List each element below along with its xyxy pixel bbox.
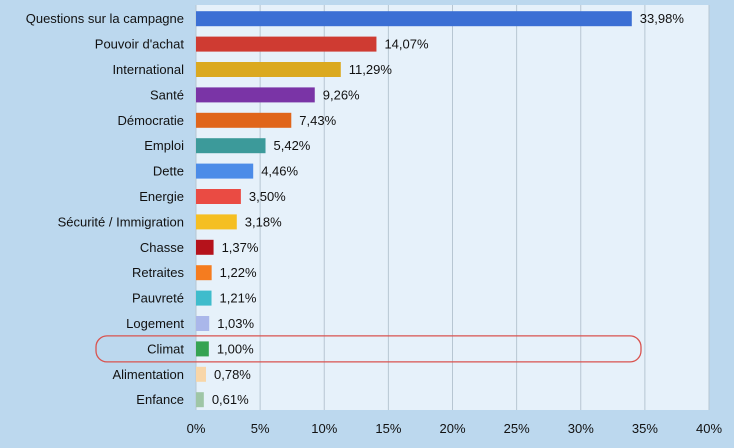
x-tick-label: 40% <box>696 421 722 436</box>
bar <box>196 87 315 103</box>
category-label: Climat <box>147 341 184 356</box>
bar <box>196 36 377 52</box>
value-label: 3,18% <box>245 214 282 229</box>
x-tick-label: 20% <box>439 421 465 436</box>
category-label: Pauvreté <box>132 291 184 306</box>
value-label: 9,26% <box>323 87 360 102</box>
value-label: 1,03% <box>217 316 254 331</box>
category-label: Chasse <box>140 240 184 255</box>
bars <box>196 11 632 408</box>
bar <box>196 341 209 357</box>
bar <box>196 214 237 230</box>
bar <box>196 366 207 382</box>
bar <box>196 392 204 408</box>
value-label: 4,46% <box>261 164 298 179</box>
category-label: Logement <box>126 316 184 331</box>
x-tick-label: 35% <box>632 421 658 436</box>
value-label: 1,22% <box>220 265 257 280</box>
x-tick-label: 30% <box>568 421 594 436</box>
category-label: Démocratie <box>118 113 184 128</box>
highlight-annotation <box>95 335 642 363</box>
bar <box>196 163 254 179</box>
value-label: 11,29% <box>349 62 393 77</box>
value-label: 14,07% <box>384 37 429 52</box>
bar <box>196 265 212 281</box>
bar <box>196 112 292 128</box>
x-tick-label: 25% <box>504 421 530 436</box>
value-label: 7,43% <box>299 113 336 128</box>
bar <box>196 62 341 77</box>
value-label: 1,00% <box>217 341 254 356</box>
category-label: Sécurité / Immigration <box>58 214 184 229</box>
value-label: 1,37% <box>222 240 259 255</box>
value-label: 0,78% <box>214 367 251 382</box>
bar <box>196 189 241 204</box>
category-label: International <box>112 62 184 77</box>
category-label: Emploi <box>144 138 184 153</box>
bar <box>196 316 210 331</box>
bar <box>196 239 214 255</box>
category-label: Dette <box>153 164 184 179</box>
value-label: 0,61% <box>212 392 249 407</box>
bar <box>196 11 632 27</box>
highlight-outline <box>95 335 642 363</box>
x-tick-label: 0% <box>187 421 206 436</box>
category-labels: Questions sur la campagne Pouvoir d'achat… <box>26 11 185 407</box>
category-label: Santé <box>150 87 184 102</box>
x-axis-ticks: 0% 5% 10% 15% 20% 25% 30% 35% 40% <box>187 421 723 436</box>
category-label: Enfance <box>136 392 184 407</box>
value-labels: 33,98% 14,07% 11,29% 9,26% 7,43% 5,42% 4,46% 3,… <box>212 11 685 407</box>
x-tick-label: 5% <box>251 421 270 436</box>
bar <box>196 290 212 306</box>
value-label: 1,21% <box>220 291 257 306</box>
category-label: Energie <box>139 189 184 204</box>
x-tick-label: 15% <box>375 421 401 436</box>
value-label: 5,42% <box>274 138 311 153</box>
category-label: Pouvoir d'achat <box>95 37 185 52</box>
category-label: Questions sur la campagne <box>26 11 184 26</box>
category-label: Retraites <box>132 265 185 280</box>
value-label: 33,98% <box>640 11 685 26</box>
value-label: 3,50% <box>249 189 286 204</box>
bar <box>196 138 266 154</box>
category-label: Alimentation <box>112 367 184 382</box>
x-tick-label: 10% <box>311 421 337 436</box>
